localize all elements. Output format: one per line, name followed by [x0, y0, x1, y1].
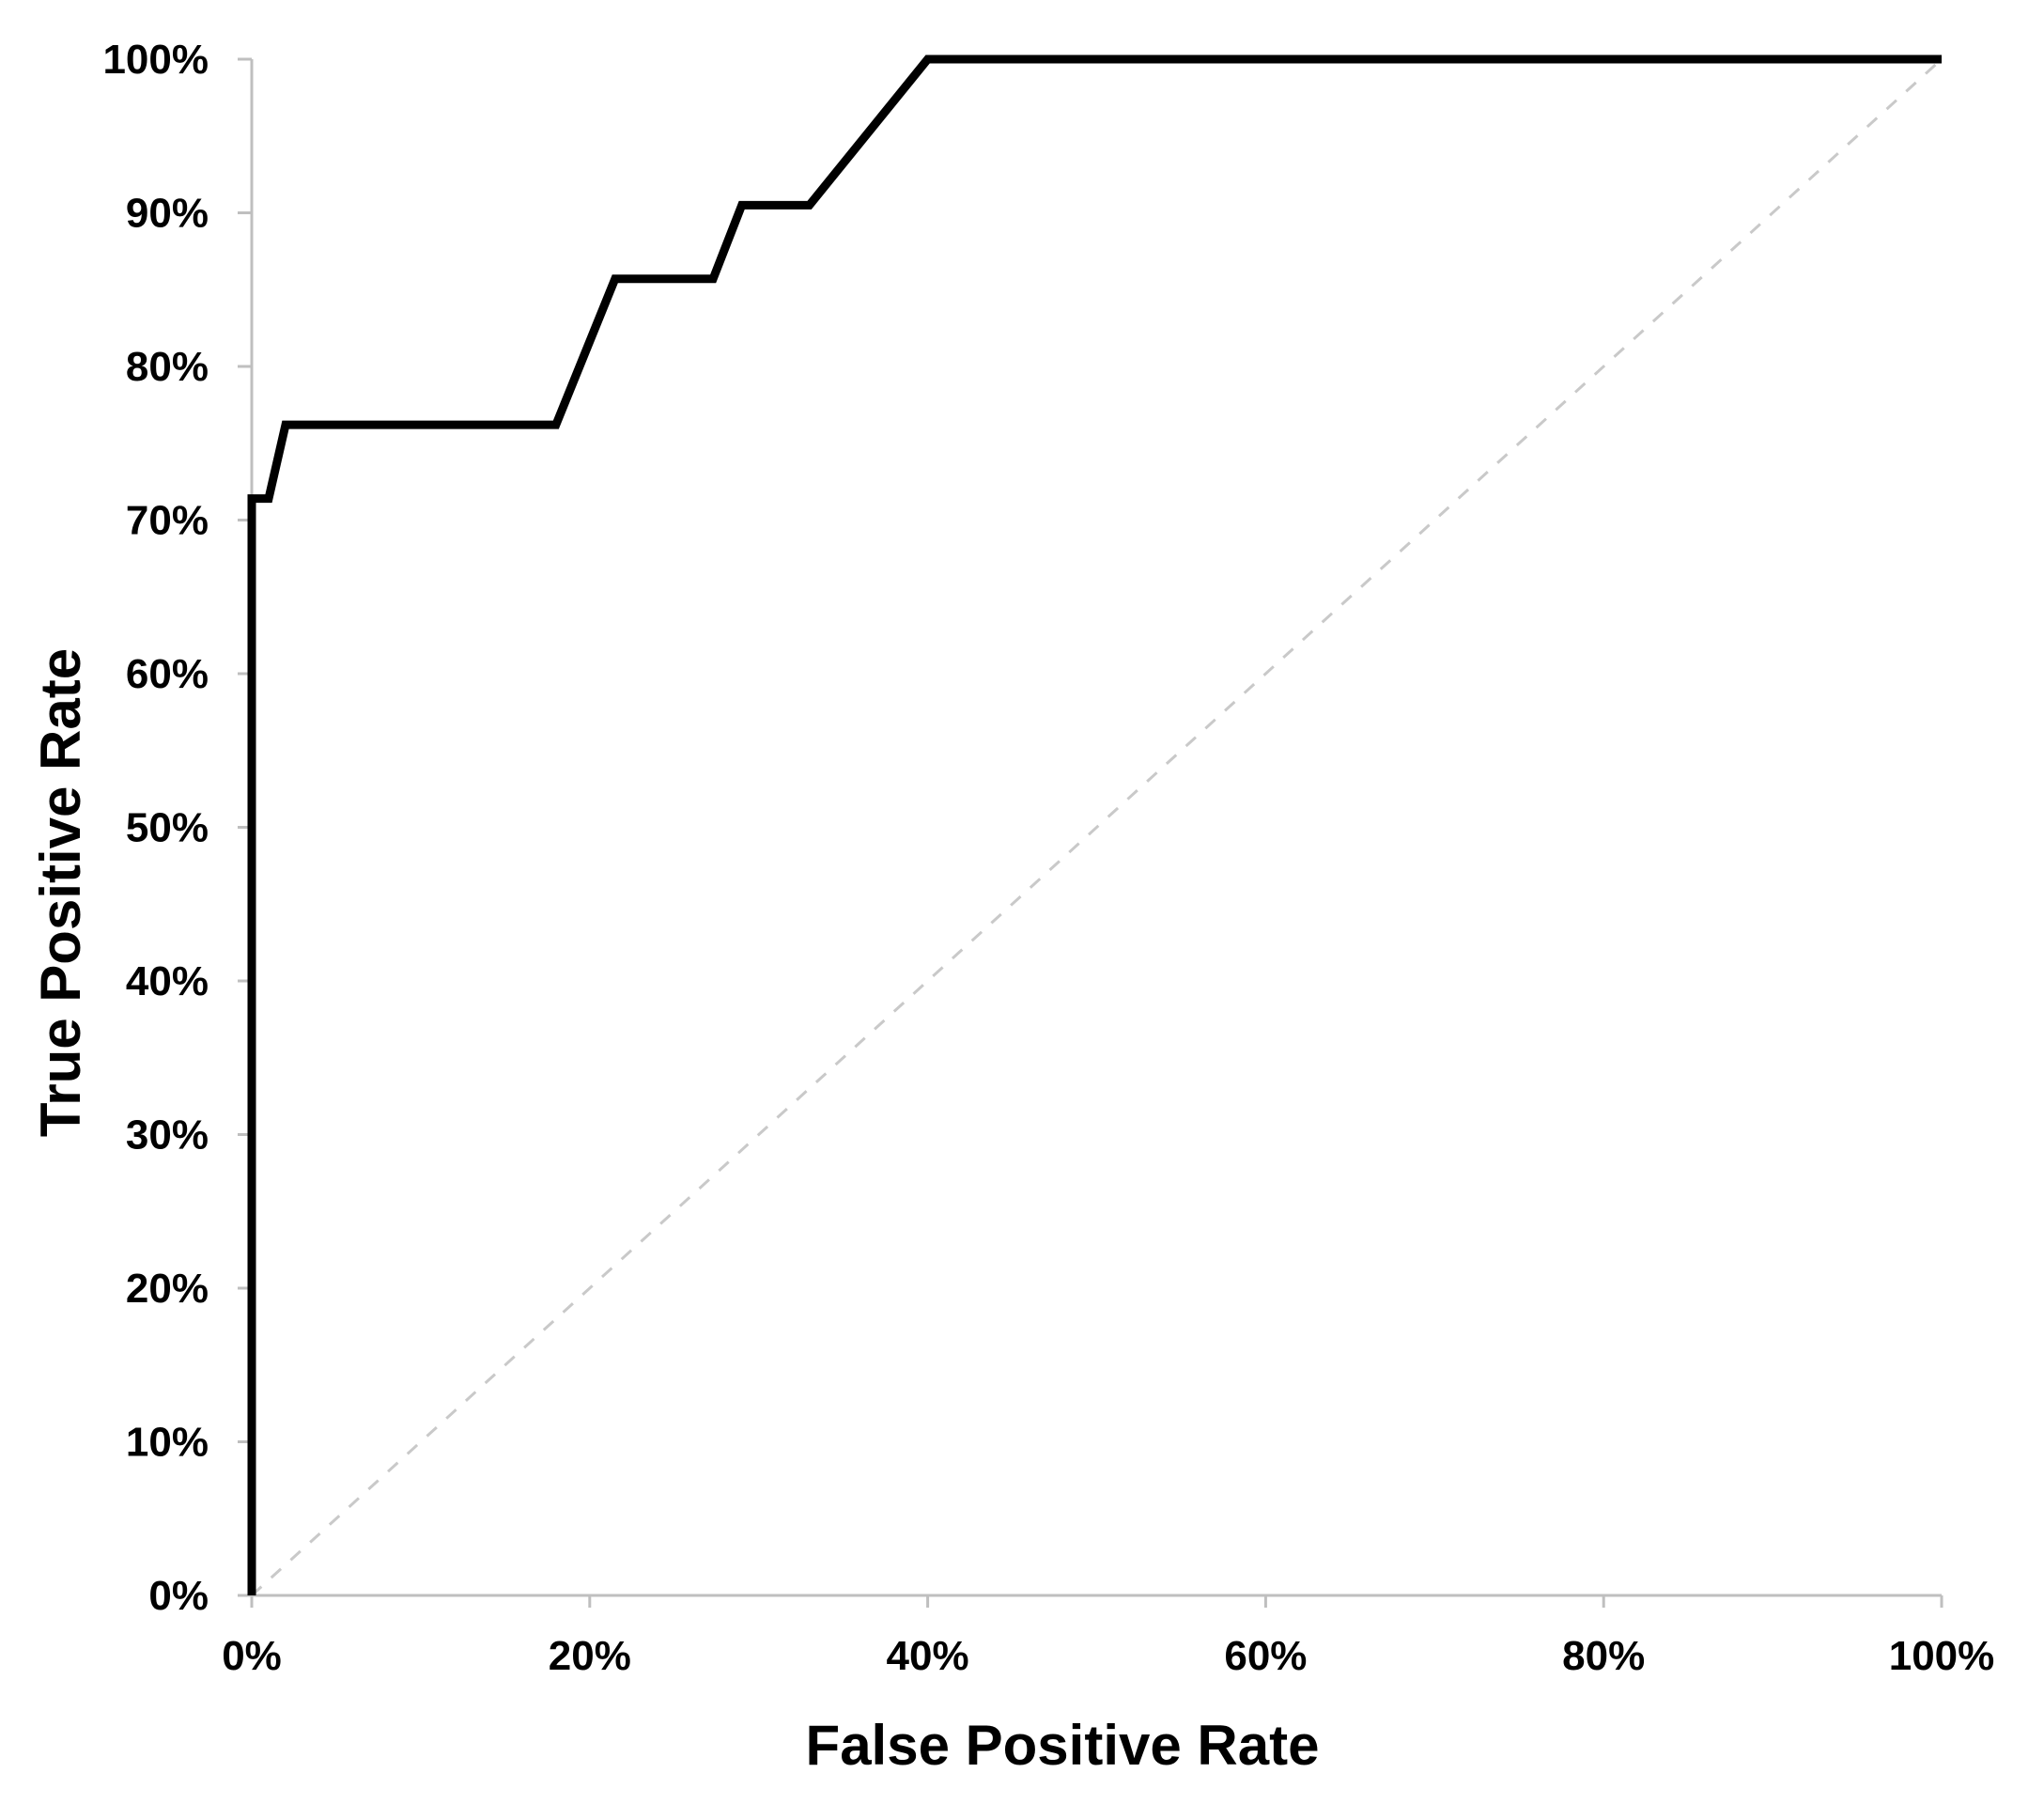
y-axis-tick-label: 50%: [126, 805, 209, 851]
x-axis-tick-label: 0%: [222, 1633, 282, 1679]
y-axis-tick-label: 70%: [126, 498, 209, 544]
y-axis-tick-label: 20%: [126, 1266, 209, 1312]
x-axis-tick-label: 60%: [1224, 1633, 1307, 1679]
y-axis-tick-label: 100%: [102, 37, 209, 83]
y-axis-tick-label: 80%: [126, 344, 209, 390]
x-axis-title: False Positive Rate: [805, 1714, 1320, 1777]
chance-diagonal-reference-line: [250, 57, 1943, 1597]
y-axis-title: True Positive Rate: [29, 647, 92, 1138]
x-axis-tick-label: 100%: [1889, 1633, 1995, 1679]
x-axis-tick-label: 20%: [549, 1633, 631, 1679]
y-axis-tick-label: 90%: [126, 191, 209, 237]
x-axis-tick-label: 40%: [887, 1633, 969, 1679]
y-axis-tick-label: 0%: [148, 1573, 209, 1619]
y-axis-tick-label: 40%: [126, 958, 209, 1004]
y-axis-tick-label: 30%: [126, 1112, 209, 1159]
y-axis-tick-label: 60%: [126, 651, 209, 697]
y-axis-tick-label: 10%: [126, 1420, 209, 1466]
x-axis-tick-label: 80%: [1562, 1633, 1645, 1679]
roc-curve-line: [247, 54, 1942, 1595]
